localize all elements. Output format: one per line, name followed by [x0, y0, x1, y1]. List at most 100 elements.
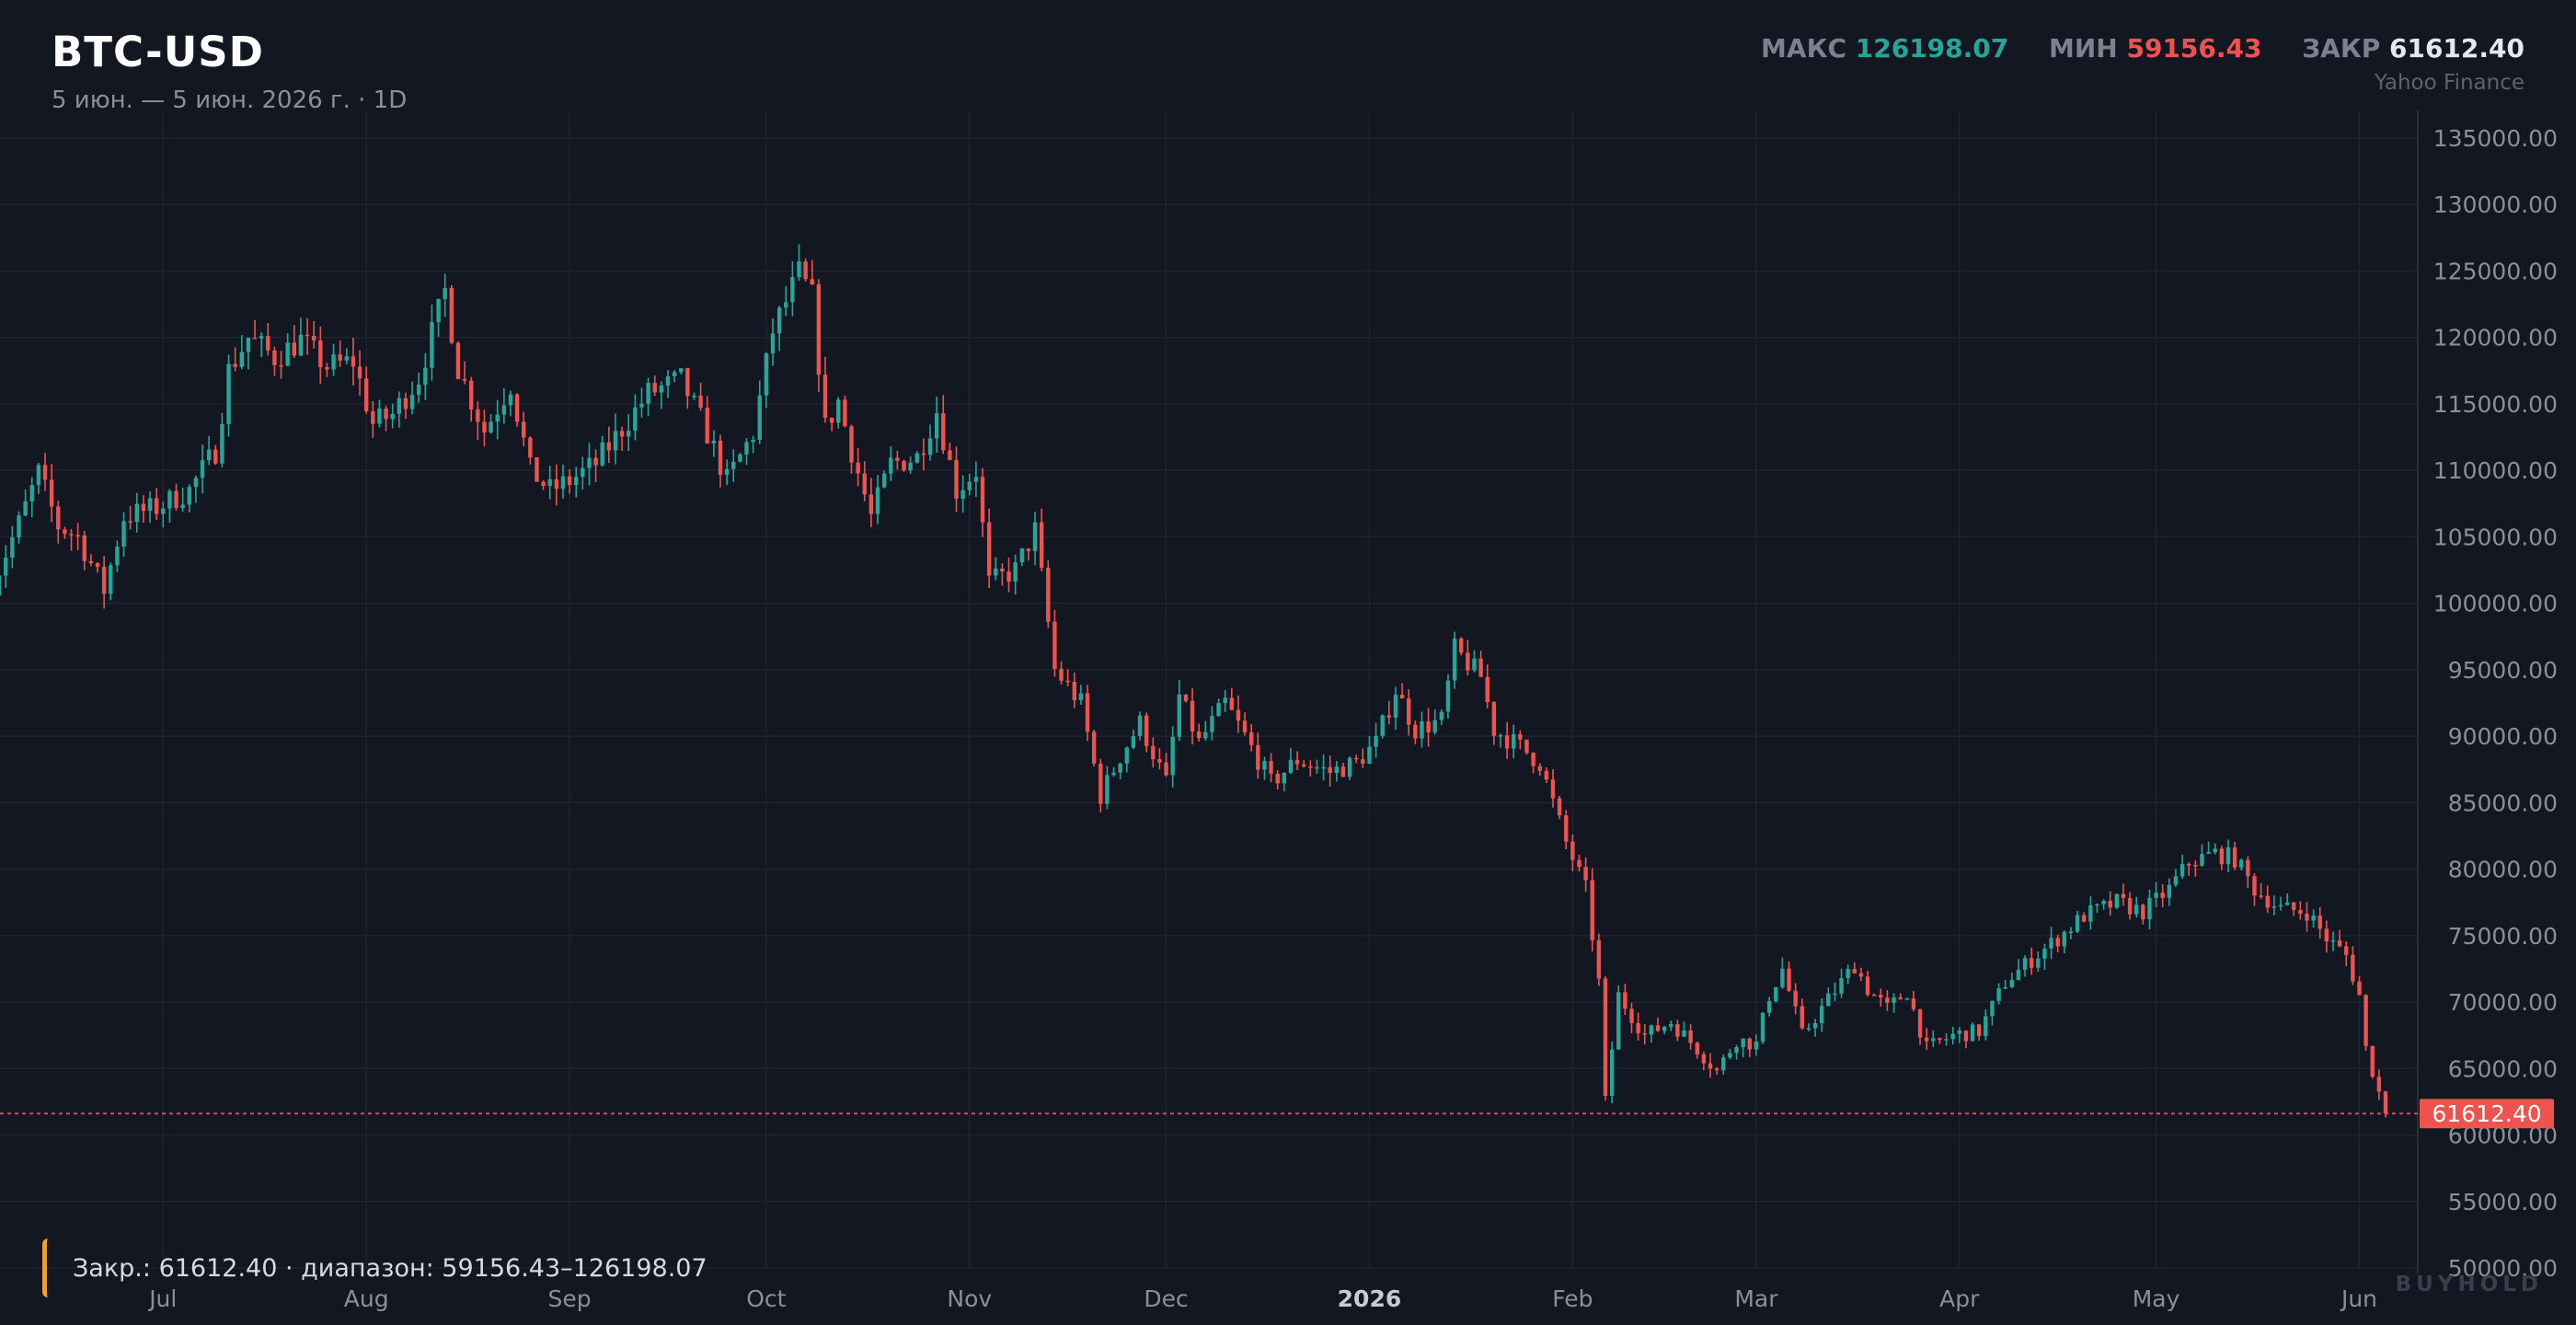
candle-body	[941, 413, 946, 451]
candle-body	[115, 547, 120, 566]
summary-note: Закр.: 61612.40 · диапазон: 59156.43–126…	[42, 1239, 707, 1297]
candle-body	[816, 284, 822, 375]
candle-body	[1393, 694, 1398, 718]
candle-body	[522, 421, 526, 438]
candle-body	[2062, 931, 2067, 947]
candle-body	[1747, 1038, 1752, 1050]
candle-body	[1721, 1057, 1726, 1071]
x-tick-label: Feb	[1552, 1285, 1593, 1312]
candle-body	[1367, 746, 1372, 765]
candle-body	[2003, 986, 2007, 989]
y-tick-label: 50000.00	[2448, 1255, 2558, 1282]
candle-body	[1000, 568, 1005, 572]
candle-body	[390, 413, 395, 420]
candle-body	[1091, 732, 1097, 764]
candle-body	[738, 454, 742, 462]
candle-body	[1564, 815, 1569, 842]
candle-body	[1144, 715, 1149, 746]
candle-body	[2108, 900, 2112, 908]
candle-body	[1963, 1031, 1969, 1042]
candle-body	[36, 465, 41, 486]
y-tick-label: 105000.00	[2433, 524, 2558, 550]
candle-body	[567, 476, 572, 486]
candle-body	[1917, 1008, 1923, 1038]
candle-body	[42, 465, 48, 480]
candle-body	[1629, 1008, 1634, 1023]
candle-body	[2009, 980, 2015, 987]
candle-body	[895, 457, 900, 461]
candle-body	[121, 521, 126, 547]
candle-body	[272, 350, 277, 365]
candle-body	[1439, 711, 1444, 720]
candle-body	[881, 473, 887, 488]
candle-body	[1105, 775, 1110, 804]
candle-body	[2219, 848, 2225, 865]
candle-body	[1452, 639, 1457, 681]
candle-body	[1550, 779, 1556, 799]
candle-body	[1203, 732, 1208, 739]
candle-body	[285, 342, 290, 366]
candle-body	[1256, 744, 1260, 770]
candle-body	[1583, 867, 1588, 881]
candle-body	[161, 508, 166, 514]
candle-body	[2305, 914, 2309, 921]
candle-body	[63, 529, 67, 535]
candle-body	[1669, 1024, 1673, 1027]
candle-body	[1682, 1030, 1686, 1037]
candle-body	[2292, 902, 2296, 910]
candle-body	[1708, 1063, 1713, 1069]
candle-body	[2351, 954, 2355, 982]
y-tick-label: 110000.00	[2433, 457, 2558, 484]
candle-body	[1420, 720, 1424, 739]
y-tick-label: 80000.00	[2448, 857, 2558, 883]
candle-body	[1774, 986, 1778, 1001]
candle-body	[109, 565, 113, 594]
candle-body	[1478, 658, 1483, 677]
candle-body	[1596, 939, 1602, 979]
candle-body	[1616, 992, 1621, 1050]
candle-body	[409, 395, 415, 409]
candle-body	[1111, 772, 1116, 776]
candle-body	[357, 366, 362, 379]
candle-body	[101, 566, 107, 594]
candle-body	[1984, 1016, 1988, 1036]
candle-body	[1308, 766, 1313, 768]
candle-body	[1766, 1000, 1772, 1013]
candle-body	[1137, 715, 1143, 736]
candle-body	[1459, 639, 1464, 653]
candle-body	[1655, 1025, 1661, 1031]
candle-body	[2036, 958, 2041, 968]
candle-body	[1570, 841, 1575, 860]
candle-body	[2357, 981, 2362, 996]
candle-body	[770, 333, 776, 354]
candle-body	[1701, 1054, 1707, 1064]
candle-body	[1151, 745, 1156, 760]
candle-body	[1242, 720, 1248, 732]
candle-body	[1472, 658, 1477, 671]
candle-body	[856, 462, 860, 474]
candle-body	[2376, 1077, 2382, 1092]
candle-body	[226, 363, 231, 425]
candle-body	[960, 490, 965, 500]
candle-body	[416, 385, 421, 396]
candle-body	[2383, 1091, 2388, 1114]
candle-body	[455, 342, 461, 379]
candle-body	[2068, 931, 2074, 934]
candle-body	[495, 414, 500, 422]
candle-body	[2154, 893, 2158, 898]
candle-body	[1282, 772, 1287, 784]
candle-body	[889, 457, 893, 474]
candle-body	[2232, 847, 2237, 868]
candle-body	[2337, 939, 2342, 947]
candle-body	[298, 334, 304, 356]
candle-body	[613, 431, 618, 451]
candle-body	[528, 437, 533, 458]
candle-body	[292, 342, 296, 356]
candle-body	[403, 398, 408, 409]
candle-body	[600, 442, 604, 466]
candle-body	[1603, 978, 1608, 1097]
candle-body	[1714, 1068, 1719, 1071]
candle-body	[1734, 1047, 1739, 1054]
candle-body	[1485, 676, 1489, 702]
